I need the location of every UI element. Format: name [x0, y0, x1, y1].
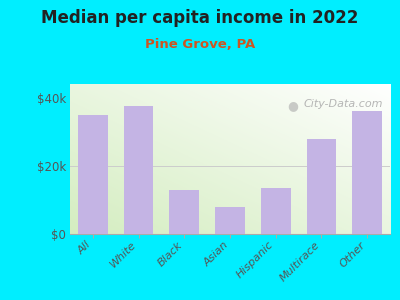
Text: Median per capita income in 2022: Median per capita income in 2022: [41, 9, 359, 27]
Bar: [352, 111, 382, 234]
Bar: [306, 139, 336, 234]
Bar: [124, 106, 154, 234]
Text: Pine Grove, PA: Pine Grove, PA: [145, 38, 255, 50]
Bar: [261, 188, 290, 234]
Bar: [78, 115, 108, 234]
Text: City-Data.com: City-Data.com: [304, 99, 383, 109]
Bar: [215, 207, 245, 234]
Bar: [170, 190, 199, 234]
Text: ●: ●: [288, 99, 298, 112]
